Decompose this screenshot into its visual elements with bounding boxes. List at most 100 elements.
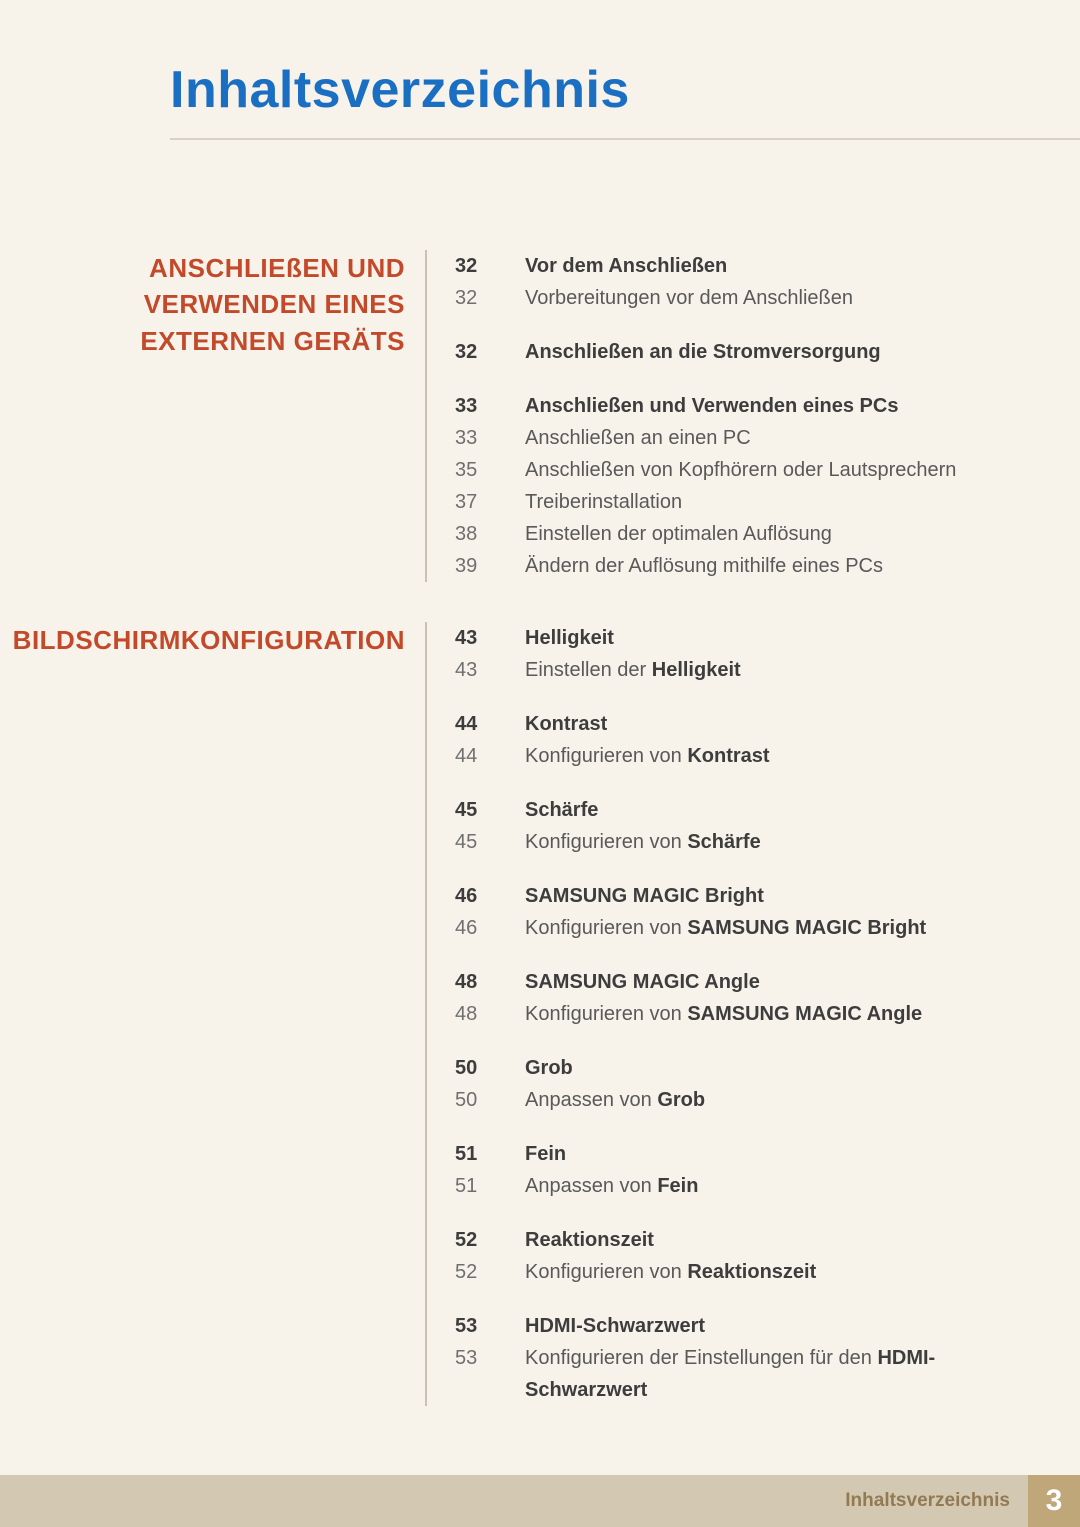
entry-group: 46SAMSUNG MAGIC Bright46Konfigurieren vo… [455, 880, 965, 944]
entry-page-number: 45 [455, 794, 495, 826]
footer-page-number: 3 [1028, 1475, 1080, 1527]
toc-entry[interactable]: 48Konfigurieren von SAMSUNG MAGIC Angle [455, 998, 965, 1030]
entries-column: 43Helligkeit43Einstellen der Helligkeit4… [425, 622, 965, 1406]
entry-page-number: 33 [455, 390, 495, 422]
entry-text-bold: Schärfe [687, 831, 760, 853]
entry-text: Konfigurieren von SAMSUNG MAGIC Angle [495, 998, 922, 1030]
entry-page-number: 52 [455, 1224, 495, 1256]
entry-text: Vor dem Anschließen [495, 250, 727, 282]
entry-text: Konfigurieren der Einstellungen für den … [495, 1342, 965, 1406]
entry-text-bold: Kontrast [687, 745, 769, 767]
toc-entry[interactable]: 39Ändern der Auflösung mithilfe eines PC… [455, 550, 956, 582]
entry-text-bold: SAMSUNG MAGIC Angle [687, 1003, 922, 1025]
entry-text-bold: Grob [657, 1089, 705, 1111]
toc-entry-header[interactable]: 50Grob [455, 1052, 965, 1084]
entry-page-number: 32 [455, 282, 495, 314]
page-title: Inhaltsverzeichnis [170, 60, 1080, 120]
entry-page-number: 44 [455, 708, 495, 740]
entry-text: Vorbereitungen vor dem Anschließen [495, 282, 853, 314]
entry-page-number: 46 [455, 880, 495, 912]
page: Inhaltsverzeichnis ANSCHLIEßEN UND VERWE… [0, 0, 1080, 1527]
entries-column: 32Vor dem Anschließen32Vorbereitungen vo… [425, 250, 956, 582]
entry-group: 51Fein51Anpassen von Fein [455, 1138, 965, 1202]
entry-page-number: 48 [455, 966, 495, 998]
chapter-title: ANSCHLIEßEN UND VERWENDEN EINES EXTERNEN… [0, 250, 425, 359]
entry-text: HDMI-Schwarzwert [495, 1310, 705, 1342]
toc-entry-header[interactable]: 51Fein [455, 1138, 965, 1170]
toc-entry[interactable]: 37Treiberinstallation [455, 486, 956, 518]
toc-entry-header[interactable]: 45Schärfe [455, 794, 965, 826]
entry-group: 43Helligkeit43Einstellen der Helligkeit [455, 622, 965, 686]
toc-entry[interactable]: 44Konfigurieren von Kontrast [455, 740, 965, 772]
entry-text: Anschließen und Verwenden eines PCs [495, 390, 898, 422]
chapter: ANSCHLIEßEN UND VERWENDEN EINES EXTERNEN… [0, 250, 1080, 582]
entry-page-number: 43 [455, 622, 495, 654]
entry-text: Anpassen von Grob [495, 1084, 705, 1116]
entry-page-number: 39 [455, 550, 495, 582]
toc-entry[interactable]: 51Anpassen von Fein [455, 1170, 965, 1202]
entry-text: Fein [495, 1138, 566, 1170]
toc-entry[interactable]: 45Konfigurieren von Schärfe [455, 826, 965, 858]
entry-text-bold: Fein [657, 1175, 698, 1197]
entries-list: 32Vor dem Anschließen32Vorbereitungen vo… [425, 250, 956, 582]
toc-entry[interactable]: 46Konfigurieren von SAMSUNG MAGIC Bright [455, 912, 965, 944]
toc-entry-header[interactable]: 33Anschließen und Verwenden eines PCs [455, 390, 956, 422]
entry-page-number: 33 [455, 422, 495, 454]
toc-content: ANSCHLIEßEN UND VERWENDEN EINES EXTERNEN… [0, 250, 1080, 1406]
entry-group: 33Anschließen und Verwenden eines PCs33A… [455, 390, 956, 582]
entry-text: Anschließen von Kopfhörern oder Lautspre… [495, 454, 956, 486]
entry-page-number: 53 [455, 1310, 495, 1342]
chapter: BILDSCHIRMKONFIGURATION43Helligkeit43Ein… [0, 622, 1080, 1406]
toc-entry[interactable]: 53Konfigurieren der Einstellungen für de… [455, 1342, 965, 1406]
entry-page-number: 45 [455, 826, 495, 858]
entry-page-number: 51 [455, 1170, 495, 1202]
toc-entry[interactable]: 38Einstellen der optimalen Auflösung [455, 518, 956, 550]
toc-entry-header[interactable]: 48SAMSUNG MAGIC Angle [455, 966, 965, 998]
toc-entry-header[interactable]: 44Kontrast [455, 708, 965, 740]
entry-page-number: 43 [455, 654, 495, 686]
entry-text: Konfigurieren von Reaktionszeit [495, 1256, 816, 1288]
entry-page-number: 38 [455, 518, 495, 550]
entry-group: 44Kontrast44Konfigurieren von Kontrast [455, 708, 965, 772]
toc-entry-header[interactable]: 43Helligkeit [455, 622, 965, 654]
entry-group: 32Anschließen an die Stromversorgung [455, 336, 956, 368]
entry-page-number: 51 [455, 1138, 495, 1170]
entry-page-number: 46 [455, 912, 495, 944]
entry-text: Konfigurieren von SAMSUNG MAGIC Bright [495, 912, 926, 944]
toc-entry[interactable]: 43Einstellen der Helligkeit [455, 654, 965, 686]
footer: Inhaltsverzeichnis 3 [0, 1475, 1080, 1527]
entry-group: 48SAMSUNG MAGIC Angle48Konfigurieren von… [455, 966, 965, 1030]
entry-text: Anschließen an die Stromversorgung [495, 336, 881, 368]
toc-entry[interactable]: 33Anschließen an einen PC [455, 422, 956, 454]
entry-page-number: 52 [455, 1256, 495, 1288]
entry-text-bold: Reaktionszeit [687, 1261, 816, 1283]
toc-entry-header[interactable]: 52Reaktionszeit [455, 1224, 965, 1256]
entry-text: SAMSUNG MAGIC Angle [495, 966, 760, 998]
entry-text: Anschließen an einen PC [495, 422, 751, 454]
toc-entry[interactable]: 35Anschließen von Kopfhörern oder Lautsp… [455, 454, 956, 486]
toc-entry-header[interactable]: 53HDMI-Schwarzwert [455, 1310, 965, 1342]
entry-page-number: 44 [455, 740, 495, 772]
toc-entry[interactable]: 52Konfigurieren von Reaktionszeit [455, 1256, 965, 1288]
entry-text: Reaktionszeit [495, 1224, 654, 1256]
entry-page-number: 32 [455, 250, 495, 282]
entry-group: 32Vor dem Anschließen32Vorbereitungen vo… [455, 250, 956, 314]
toc-entry-header[interactable]: 32Vor dem Anschließen [455, 250, 956, 282]
entry-text: Anpassen von Fein [495, 1170, 698, 1202]
toc-entry-header[interactable]: 46SAMSUNG MAGIC Bright [455, 880, 965, 912]
toc-entry[interactable]: 32Vorbereitungen vor dem Anschließen [455, 282, 956, 314]
entry-text: Einstellen der Helligkeit [495, 654, 741, 686]
entry-page-number: 35 [455, 454, 495, 486]
footer-label: Inhaltsverzeichnis [0, 1475, 1028, 1527]
toc-entry[interactable]: 50Anpassen von Grob [455, 1084, 965, 1116]
entry-text: Einstellen der optimalen Auflösung [495, 518, 832, 550]
entry-text-bold: Helligkeit [652, 659, 741, 681]
entry-group: 53HDMI-Schwarzwert53Konfigurieren der Ei… [455, 1310, 965, 1406]
entry-text: SAMSUNG MAGIC Bright [495, 880, 764, 912]
entry-group: 52Reaktionszeit52Konfigurieren von Reakt… [455, 1224, 965, 1288]
entry-page-number: 37 [455, 486, 495, 518]
toc-entry-header[interactable]: 32Anschließen an die Stromversorgung [455, 336, 956, 368]
entry-text-bold: HDMI-Schwarzwert [525, 1347, 935, 1401]
entry-text: Treiberinstallation [495, 486, 682, 518]
entry-group: 45Schärfe45Konfigurieren von Schärfe [455, 794, 965, 858]
